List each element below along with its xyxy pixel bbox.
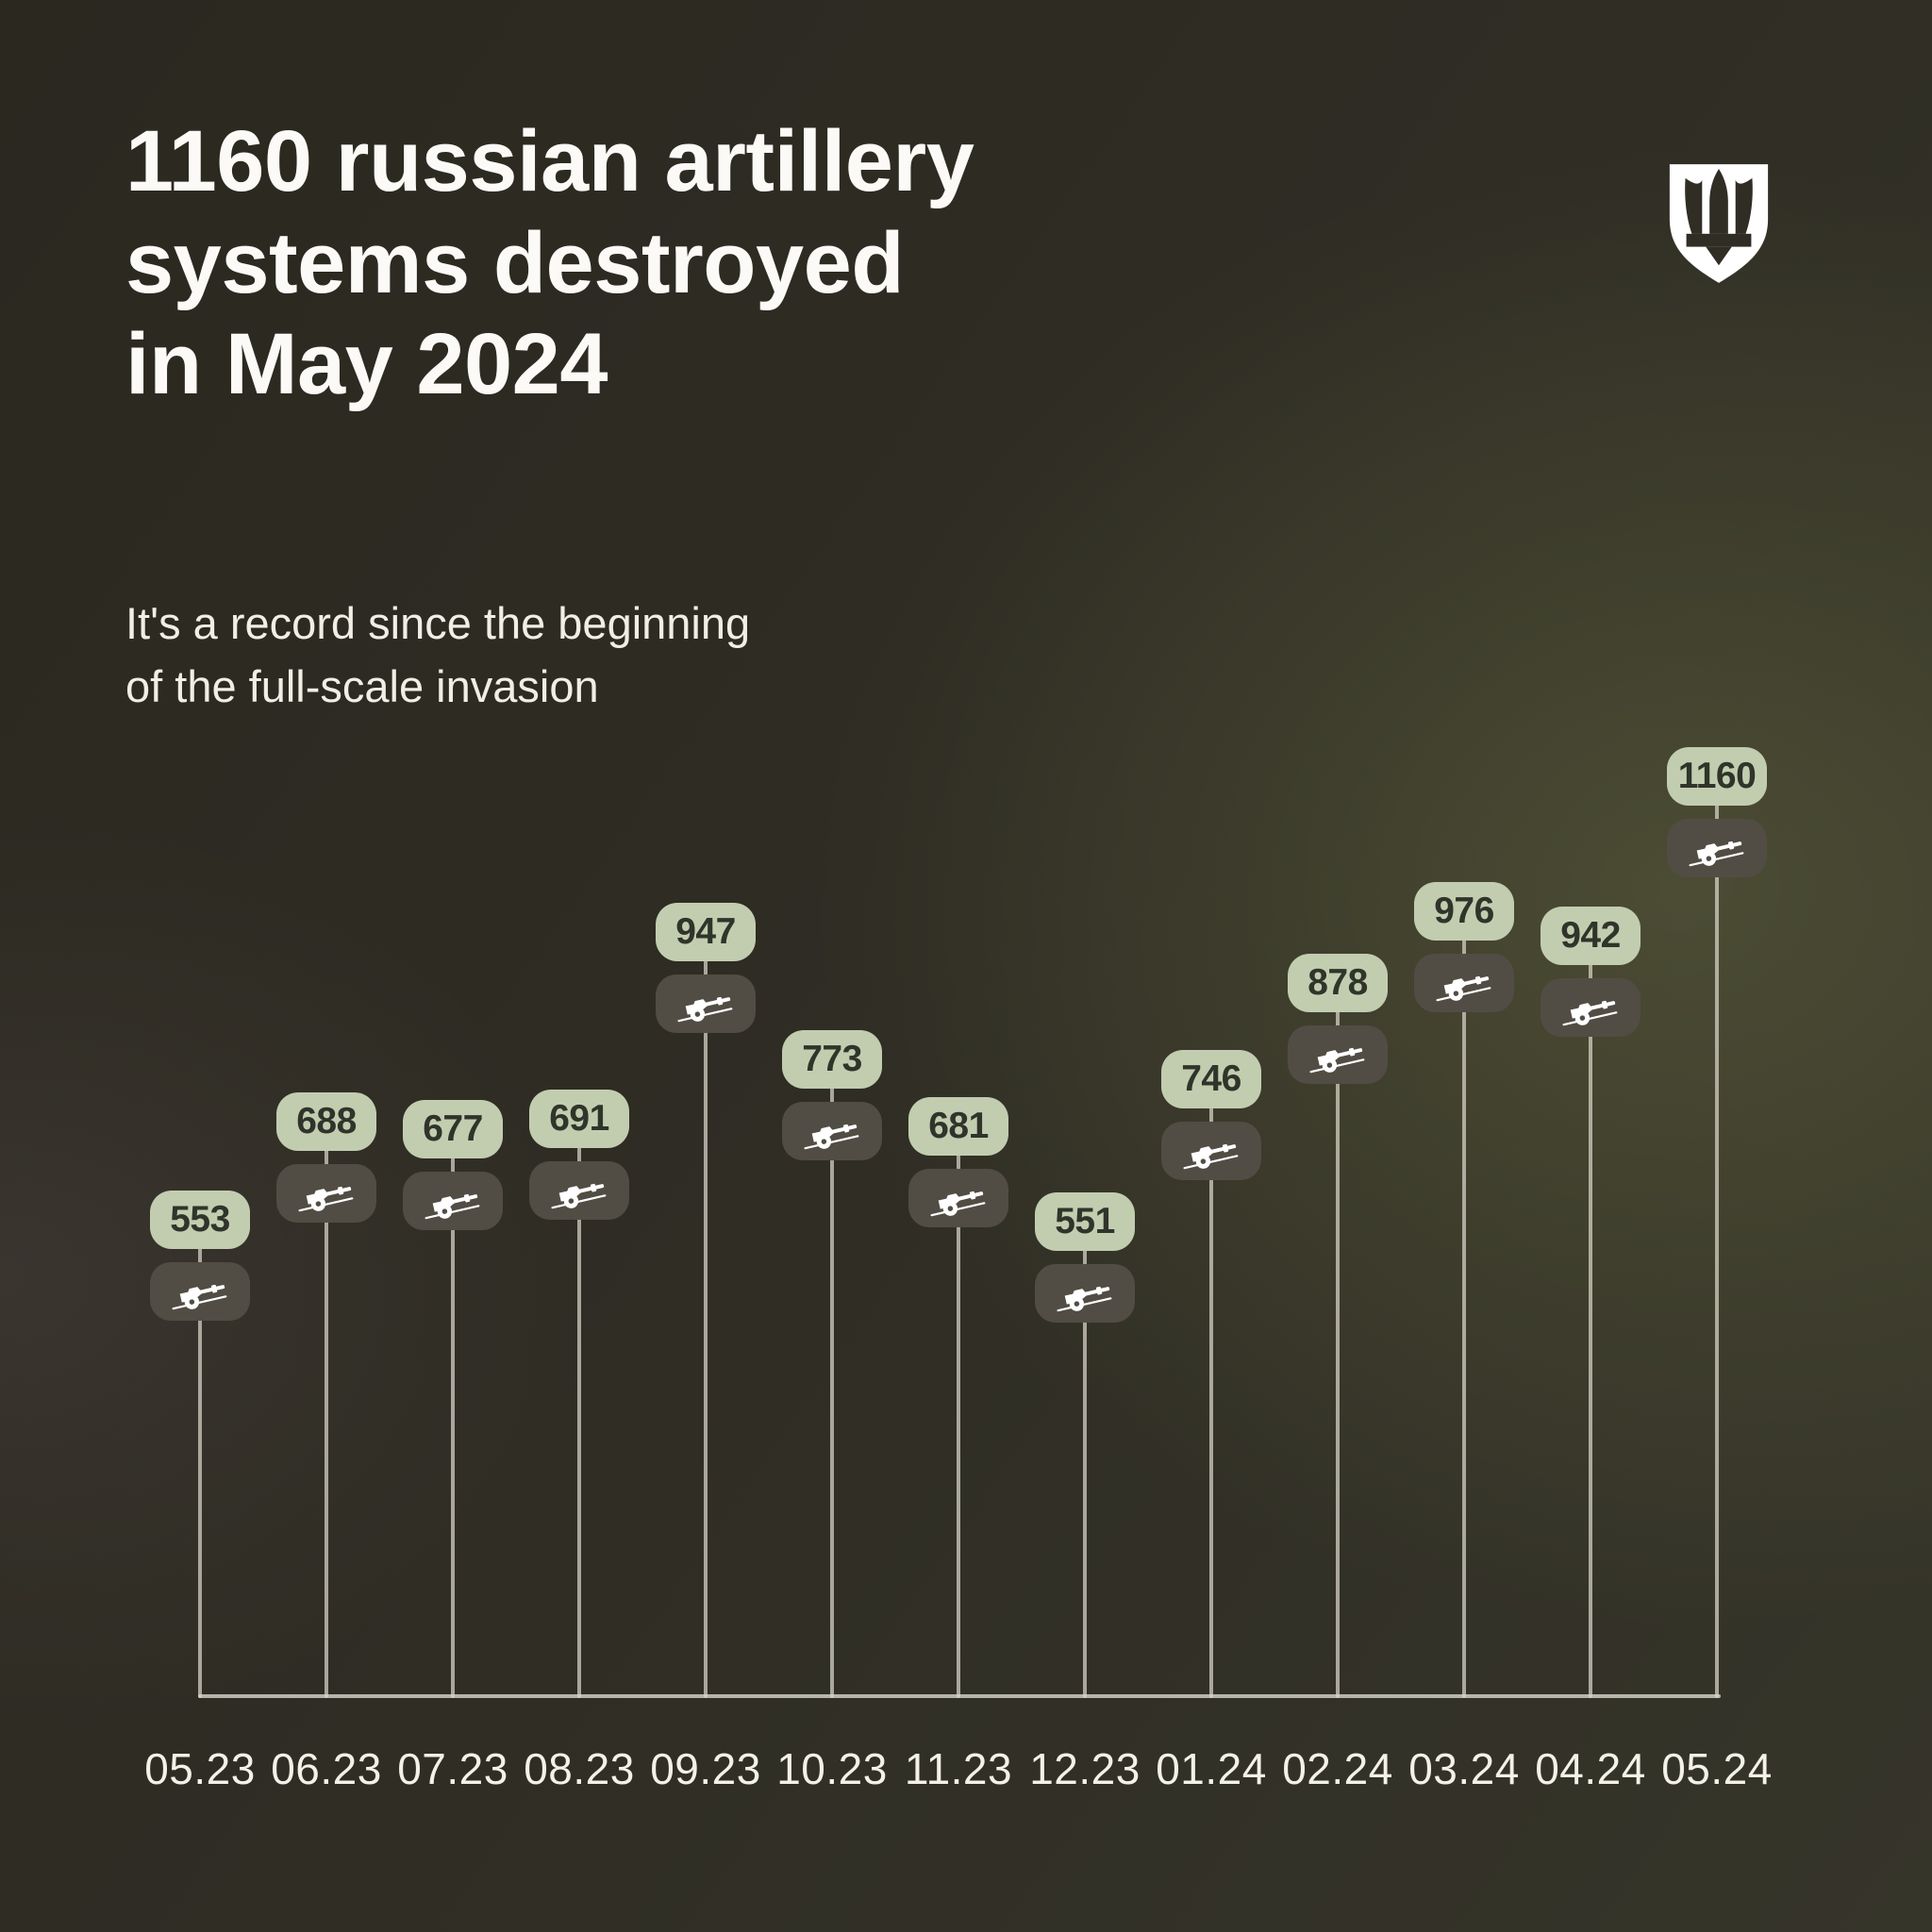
- value-label: 976: [1434, 890, 1494, 931]
- stem-line: [1715, 783, 1719, 1698]
- value-badge: 746: [1161, 1049, 1261, 1108]
- value-label: 551: [1055, 1200, 1115, 1241]
- marker-badges: 681: [908, 1097, 1008, 1228]
- value-badge: 681: [908, 1097, 1008, 1157]
- value-badge: 878: [1288, 953, 1388, 1012]
- value-badge: 553: [150, 1191, 250, 1250]
- page-subtitle: It's a record since the beginning of the…: [125, 598, 751, 711]
- value-badge: 947: [656, 903, 756, 962]
- x-axis-label: 05.23: [144, 1744, 256, 1793]
- marker-badges: 942: [1541, 906, 1641, 1037]
- stem-line: [1083, 1227, 1087, 1698]
- value-badge: 688: [276, 1091, 376, 1151]
- marker-badges: 976: [1414, 881, 1514, 1012]
- marker-badges: 691: [529, 1090, 629, 1221]
- value-label: 553: [170, 1199, 230, 1241]
- stem-line: [704, 939, 708, 1698]
- value-label: 681: [928, 1106, 989, 1147]
- marker-badges: 878: [1288, 953, 1388, 1084]
- x-axis-label: 08.23: [524, 1744, 635, 1793]
- stem-line: [830, 1065, 834, 1698]
- shield-trident-logo-icon: [1669, 164, 1769, 283]
- value-label: 947: [675, 911, 736, 953]
- x-axis-label: 07.23: [397, 1744, 508, 1793]
- value-badge: 1160: [1667, 747, 1767, 806]
- value-label: 878: [1307, 961, 1368, 1003]
- value-badge: 677: [403, 1100, 503, 1159]
- x-axis-label: 12.23: [1029, 1744, 1141, 1793]
- value-label: 773: [802, 1038, 862, 1079]
- value-badge: 773: [782, 1029, 882, 1089]
- value-label: 688: [296, 1100, 357, 1141]
- value-label: 691: [549, 1098, 609, 1140]
- artillery-cannon-icon: [1035, 1263, 1135, 1323]
- artillery-cannon-icon: [150, 1262, 250, 1322]
- x-axis-label: 09.23: [650, 1744, 761, 1793]
- marker-badges: 551: [1035, 1191, 1135, 1323]
- x-axis-label: 10.23: [776, 1744, 888, 1793]
- stem-line: [1462, 917, 1466, 1698]
- artillery-cannon-icon: [782, 1101, 882, 1160]
- artillery-cannon-icon: [1161, 1121, 1261, 1180]
- x-axis-label: 11.23: [904, 1744, 1013, 1793]
- artillery-cannon-icon: [1288, 1024, 1388, 1084]
- x-axis-label: 05.24: [1661, 1744, 1773, 1793]
- value-label: 677: [423, 1108, 483, 1150]
- x-axis-label: 06.23: [271, 1744, 382, 1793]
- marker-badges: 947: [656, 903, 756, 1034]
- artillery-cannon-icon: [1414, 953, 1514, 1012]
- artillery-cannon-icon: [1667, 819, 1767, 877]
- value-badge: 976: [1414, 881, 1514, 941]
- stem-line: [198, 1226, 202, 1698]
- marker-badges: 688: [276, 1091, 376, 1223]
- page-title: 1160 russian artillery systems destroyed…: [125, 113, 974, 413]
- marker-badges: 1160: [1667, 747, 1767, 877]
- artillery-cannon-icon: [1541, 977, 1641, 1037]
- artillery-cannon-icon: [403, 1172, 503, 1231]
- value-label: 746: [1181, 1058, 1241, 1099]
- marker-badges: 677: [403, 1100, 503, 1231]
- artillery-cannon-icon: [276, 1163, 376, 1223]
- stem-line: [451, 1136, 455, 1698]
- marker-badges: 746: [1161, 1049, 1261, 1180]
- artillery-cannon-icon: [529, 1161, 629, 1221]
- stem-line: [1336, 989, 1340, 1698]
- marker-badges: 553: [150, 1191, 250, 1322]
- x-axis-label: 03.24: [1408, 1744, 1520, 1793]
- x-axis-label: 01.24: [1156, 1744, 1267, 1793]
- x-axis-label: 04.24: [1535, 1744, 1646, 1793]
- value-label: 942: [1560, 914, 1621, 956]
- stem-line: [1589, 941, 1592, 1698]
- stem-line: [577, 1125, 581, 1698]
- artillery-cannon-icon: [656, 974, 756, 1034]
- stem-line: [1209, 1085, 1213, 1698]
- value-label: 1160: [1677, 756, 1757, 796]
- artillery-cannon-icon: [908, 1169, 1008, 1228]
- marker-badges: 773: [782, 1029, 882, 1160]
- value-badge: 691: [529, 1090, 629, 1149]
- stem-line: [325, 1127, 328, 1698]
- x-axis-label: 02.24: [1282, 1744, 1393, 1793]
- stem-line: [957, 1133, 960, 1698]
- value-badge: 551: [1035, 1191, 1135, 1251]
- value-badge: 942: [1541, 906, 1641, 965]
